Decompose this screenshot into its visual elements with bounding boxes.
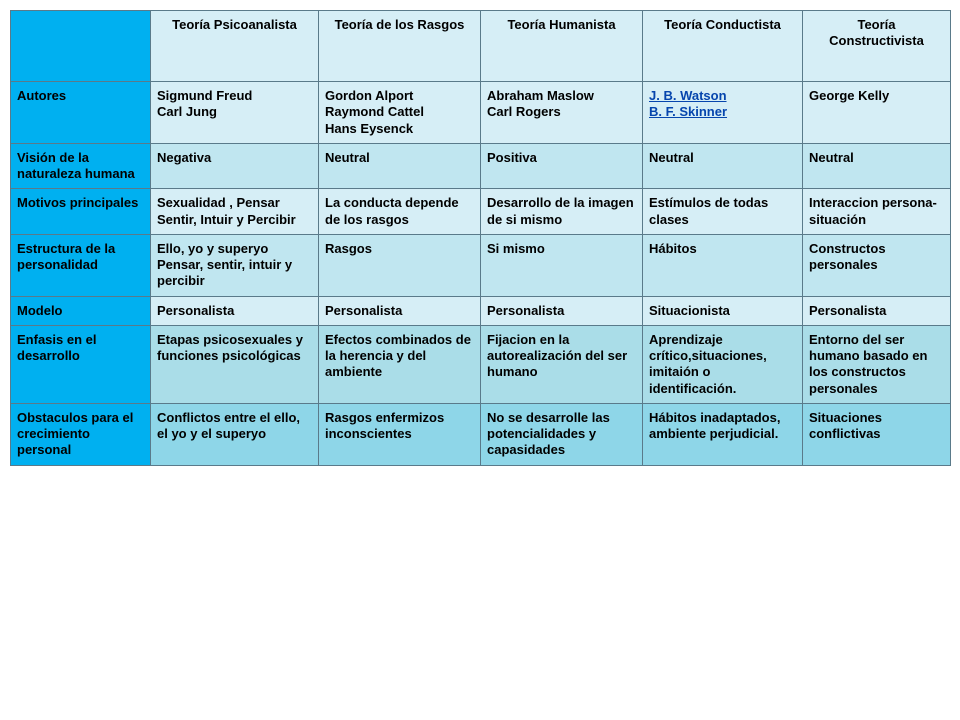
table-cell: No se desarrolle las potencialidades y c… (481, 403, 643, 465)
table-cell: Sexualidad , Pensar Sentir, Intuir y Per… (151, 189, 319, 235)
table-row: Visión de la naturaleza humanaNegativaNe… (11, 143, 951, 189)
table-cell: Personalista (151, 296, 319, 325)
table-cell: Neutral (803, 143, 951, 189)
table-cell: Rasgos (319, 234, 481, 296)
row-label: Enfasis en el desarrollo (11, 325, 151, 403)
table-cell: Fijacion en la autorealización del ser h… (481, 325, 643, 403)
table-cell: Positiva (481, 143, 643, 189)
table-cell: Rasgos enfermizos inconscientes (319, 403, 481, 465)
table-cell: Hábitos (643, 234, 803, 296)
table-cell: Estímulos de todas clases (643, 189, 803, 235)
table-body: AutoresSigmund FreudCarl JungGordon Alpo… (11, 82, 951, 466)
header-corner (11, 11, 151, 82)
table-row: Enfasis en el desarrolloEtapas psicosexu… (11, 325, 951, 403)
row-label: Estructura de la personalidad (11, 234, 151, 296)
table-cell: Situaciones conflictivas (803, 403, 951, 465)
table-cell: Etapas psicosexuales y funciones psicoló… (151, 325, 319, 403)
col-header-constructivista: Teoría Constructivista (803, 11, 951, 82)
table-row: ModeloPersonalistaPersonalistaPersonalis… (11, 296, 951, 325)
table-cell: Si mismo (481, 234, 643, 296)
table-cell: J. B. WatsonB. F. Skinner (643, 82, 803, 144)
col-header-psicoanalista: Teoría Psicoanalista (151, 11, 319, 82)
table-cell: Personalista (481, 296, 643, 325)
table-cell: Personalista (319, 296, 481, 325)
table-cell: Ello, yo y superyo Pensar, sentir, intui… (151, 234, 319, 296)
table-cell: Personalista (803, 296, 951, 325)
table-cell: Conflictos entre el ello, el yo y el sup… (151, 403, 319, 465)
table-cell: La conducta depende de los rasgos (319, 189, 481, 235)
col-header-conductista: Teoría Conductista (643, 11, 803, 82)
author-link[interactable]: J. B. Watson (649, 88, 727, 103)
row-label: Obstaculos para el crecimiento personal (11, 403, 151, 465)
row-label: Modelo (11, 296, 151, 325)
table-cell: Abraham MaslowCarl Rogers (481, 82, 643, 144)
table-cell: Neutral (319, 143, 481, 189)
table-cell: Constructos personales (803, 234, 951, 296)
author-link[interactable]: B. F. Skinner (649, 104, 727, 119)
table-cell: Situacionista (643, 296, 803, 325)
row-label: Motivos principales (11, 189, 151, 235)
table-cell: Efectos combinados de la herencia y del … (319, 325, 481, 403)
table-row: Obstaculos para el crecimiento personalC… (11, 403, 951, 465)
table-cell: Negativa (151, 143, 319, 189)
table-cell: Hábitos inadaptados, ambiente perjudicia… (643, 403, 803, 465)
table-cell: Desarrollo de la imagen de si mismo (481, 189, 643, 235)
table-row: Motivos principalesSexualidad , Pensar S… (11, 189, 951, 235)
table-cell: Entorno del ser humano basado en los con… (803, 325, 951, 403)
table-row: Estructura de la personalidadEllo, yo y … (11, 234, 951, 296)
row-label: Visión de la naturaleza humana (11, 143, 151, 189)
theories-comparison-table: Teoría Psicoanalista Teoría de los Rasgo… (10, 10, 951, 466)
table-cell: Gordon AlportRaymond CattelHans Eysenck (319, 82, 481, 144)
table-row: AutoresSigmund FreudCarl JungGordon Alpo… (11, 82, 951, 144)
table-cell: Sigmund FreudCarl Jung (151, 82, 319, 144)
table-cell: Interaccion persona-situación (803, 189, 951, 235)
row-label: Autores (11, 82, 151, 144)
table-cell: Neutral (643, 143, 803, 189)
col-header-humanista: Teoría Humanista (481, 11, 643, 82)
table-header: Teoría Psicoanalista Teoría de los Rasgo… (11, 11, 951, 82)
table-cell: George Kelly (803, 82, 951, 144)
table-cell: Aprendizaje crítico,situaciones, imitaió… (643, 325, 803, 403)
col-header-rasgos: Teoría de los Rasgos (319, 11, 481, 82)
